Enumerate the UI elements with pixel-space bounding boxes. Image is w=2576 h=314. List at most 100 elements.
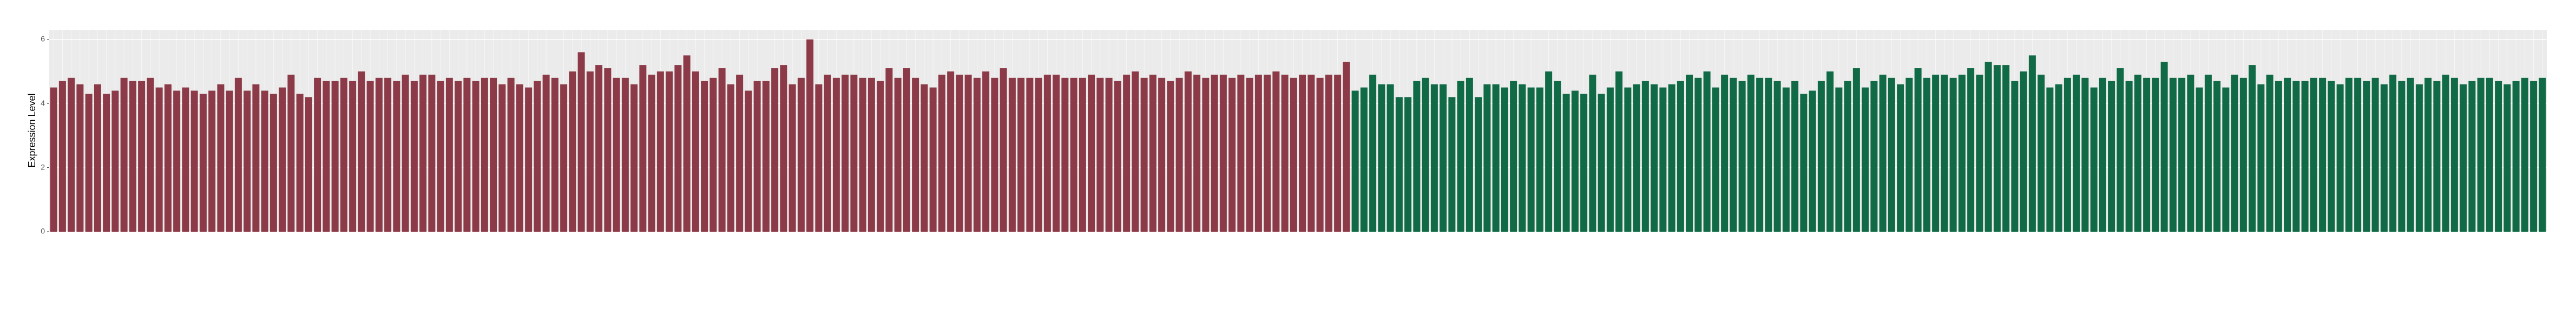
bar [842,74,849,232]
bar [2319,77,2327,232]
bar [1017,77,1025,232]
y-tick-label: 2 [41,162,45,171]
bar [1510,81,1517,232]
bar [323,81,330,232]
bar [490,77,497,232]
bar [1932,74,1940,232]
bar [1440,84,1447,232]
bar [1158,77,1166,232]
bar [252,84,260,232]
bar [2530,81,2538,232]
bar [1624,87,1632,232]
bar [1053,74,1060,232]
bar [103,94,110,232]
bar [1791,81,1799,232]
bar [2249,65,2256,232]
bar [1026,77,1034,232]
bar [147,77,154,232]
bar [1254,74,1262,232]
bar [1422,77,1429,232]
bar [929,87,937,232]
bar [1580,94,1588,232]
bar [797,77,805,232]
bar [1870,81,1878,232]
bar [217,84,225,232]
bar [1219,74,1227,232]
bar [850,74,858,232]
bar [1325,74,1332,232]
bar [1765,77,1772,232]
bar [745,90,752,232]
bar [2108,81,2115,232]
bar [1272,71,1280,232]
bar [824,74,831,232]
bar [428,74,436,232]
bar [903,68,910,232]
bar [1571,90,1579,232]
bar [709,77,717,232]
bar [1677,81,1684,232]
bar [956,74,963,232]
bar [393,81,400,232]
bar [1800,94,1808,232]
bar [1246,77,1253,232]
bar [1237,74,1245,232]
bar [2134,74,2141,232]
bar [815,84,823,232]
bar [1413,81,1421,232]
bar [877,81,884,232]
bar [2495,81,2502,232]
bar [2204,74,2212,232]
bar [1730,77,1737,232]
bar [2415,84,2423,232]
bar [1641,81,1649,232]
bar [2442,74,2449,232]
bar [736,74,744,232]
bar [1941,74,1948,232]
bar [1369,74,1377,232]
bar [1123,74,1131,232]
bar [1483,84,1491,232]
bar [2239,77,2247,232]
bar [481,77,488,232]
bar [1043,74,1051,232]
bar [1852,68,1860,232]
bar [94,84,101,232]
bar [771,68,779,232]
bar [50,87,57,232]
bar [1536,87,1543,232]
bar [1809,90,1816,232]
bar [1844,81,1851,232]
bar [1264,74,1271,232]
bar [525,87,533,232]
bar [2389,74,2397,232]
bar [305,97,312,232]
bar [1668,84,1675,232]
bar [1782,87,1790,232]
bar [1914,68,1922,232]
bar [656,71,664,232]
bar [1835,87,1843,232]
bar [2055,84,2062,232]
bar [604,68,612,232]
bar [885,68,893,232]
bar [2152,77,2159,232]
y-tick-label: 4 [41,99,45,107]
bar [2450,77,2458,232]
bar [1351,90,1359,232]
bar [1694,77,1702,232]
bar [463,77,471,232]
bar [2433,81,2441,232]
bar [868,77,875,232]
bar [630,84,638,232]
bar [621,77,629,232]
bar [1817,81,1825,232]
bar [1386,84,1394,232]
bar [674,65,682,232]
bar [727,84,734,232]
bar [1307,74,1315,232]
bar [1589,74,1596,232]
bar [120,77,128,232]
bar [2266,74,2273,232]
bar [692,71,699,232]
